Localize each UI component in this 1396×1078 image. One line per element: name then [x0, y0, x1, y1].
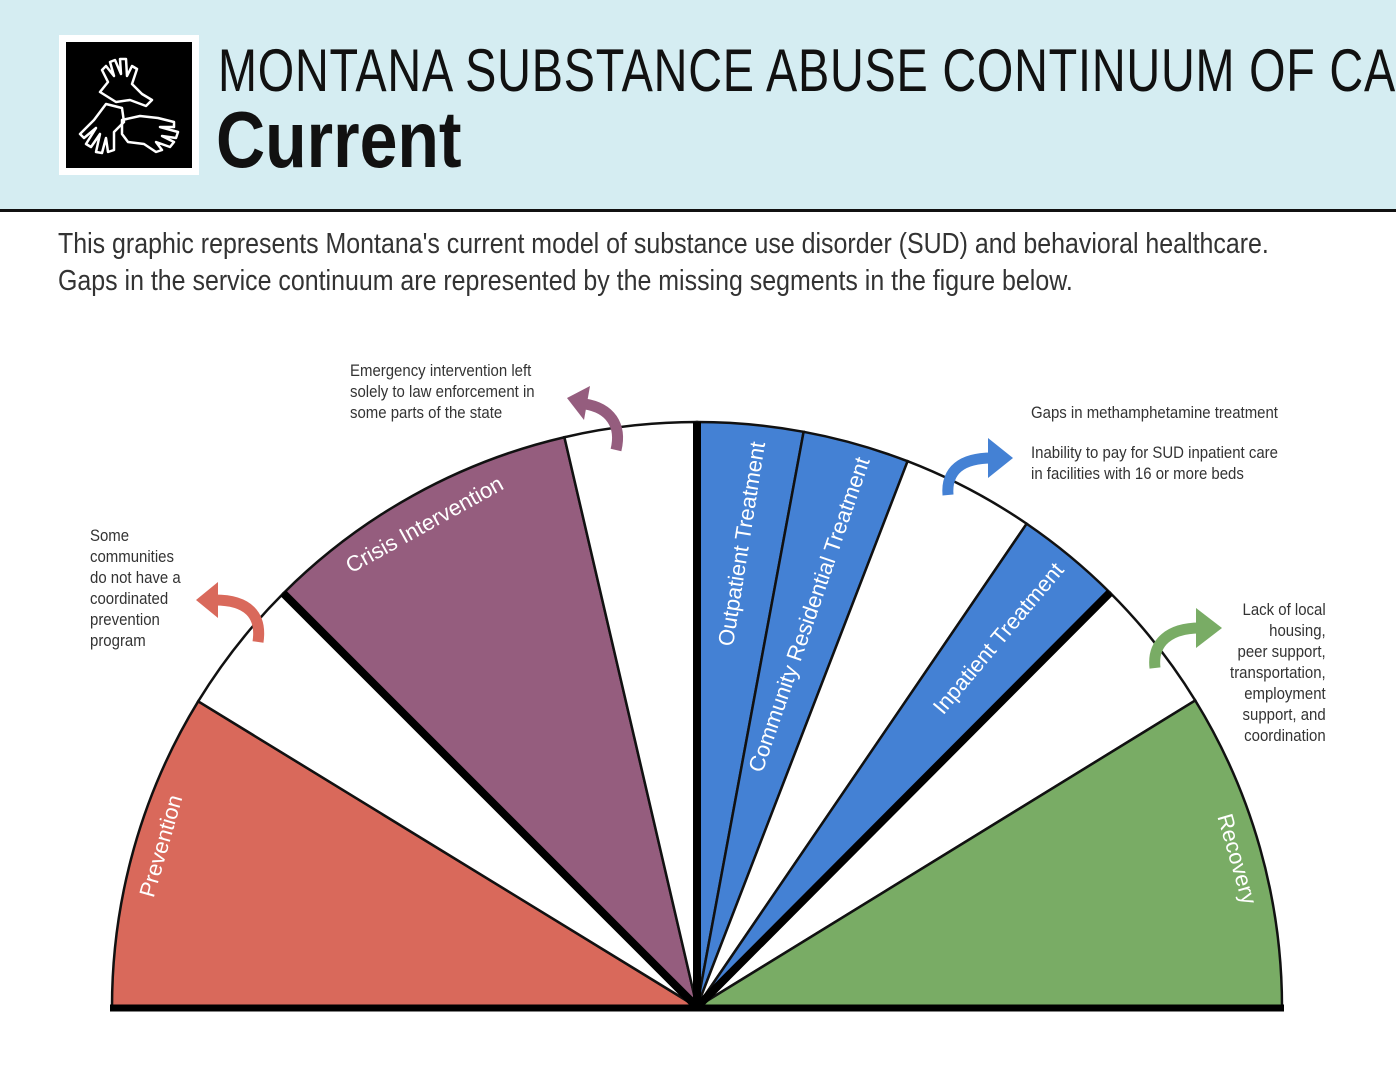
note-line: in facilities with 16 or more beds: [1031, 464, 1244, 483]
note-line: housing,: [1269, 621, 1326, 640]
note-line: solely to law enforcement in: [350, 382, 535, 401]
note-line: employment: [1244, 684, 1326, 703]
note-line: peer support,: [1237, 642, 1326, 661]
note-line: communities: [90, 547, 174, 566]
segment-prevention: [110, 699, 702, 1009]
note-prevention-gap: Some communities do not have a coordinat…: [90, 525, 181, 651]
note-treatment-gap: Gaps in methamphetamine treatment Inabil…: [1031, 402, 1278, 484]
note-line: program: [90, 631, 146, 650]
segment-recovery: [692, 698, 1284, 1009]
note-crisis-gap: Emergency intervention left solely to la…: [350, 360, 535, 423]
note-line: prevention: [90, 610, 160, 629]
note-line: Lack of local: [1242, 600, 1326, 619]
note-recovery-gap: Lack of local housing, peer support, tra…: [1230, 599, 1326, 746]
note-line: Emergency intervention left: [350, 361, 532, 380]
intro-line: Gaps in the service continuum are repres…: [58, 265, 1073, 297]
logo: [59, 35, 199, 175]
note-line: do not have a: [90, 568, 181, 587]
arrow-crisis-gap-icon: [567, 386, 623, 452]
hands-together-icon: [66, 42, 192, 168]
note-line: support, and: [1242, 705, 1326, 724]
page-title: MONTANA SUBSTANCE ABUSE CONTINUUM OF CAR…: [218, 37, 1396, 104]
note-line: Inability to pay for SUD inpatient care: [1031, 443, 1278, 462]
divider-line: [280, 590, 700, 1010]
intro-line: This graphic represents Montana's curren…: [58, 228, 1269, 260]
header-banner: MONTANA SUBSTANCE ABUSE CONTINUUM OF CAR…: [0, 0, 1396, 212]
arrow-treatment-gap-icon: [942, 438, 1013, 496]
arrow-prevention-gap-icon: [196, 582, 265, 643]
note-line: coordination: [1244, 726, 1326, 745]
note-line: Some: [90, 526, 130, 545]
page-subtitle: Current: [216, 95, 462, 184]
intro-text: This graphic represents Montana's curren…: [58, 226, 1269, 300]
segment-crisis: [281, 435, 700, 1011]
note-line: some parts of the state: [350, 403, 503, 422]
divider-line: [694, 589, 1113, 1010]
note-line: transportation,: [1230, 663, 1326, 682]
note-line: Gaps in methamphetamine treatment: [1031, 403, 1278, 422]
arrow-recovery-gap-icon: [1149, 608, 1222, 669]
note-line: coordinated: [90, 589, 169, 608]
